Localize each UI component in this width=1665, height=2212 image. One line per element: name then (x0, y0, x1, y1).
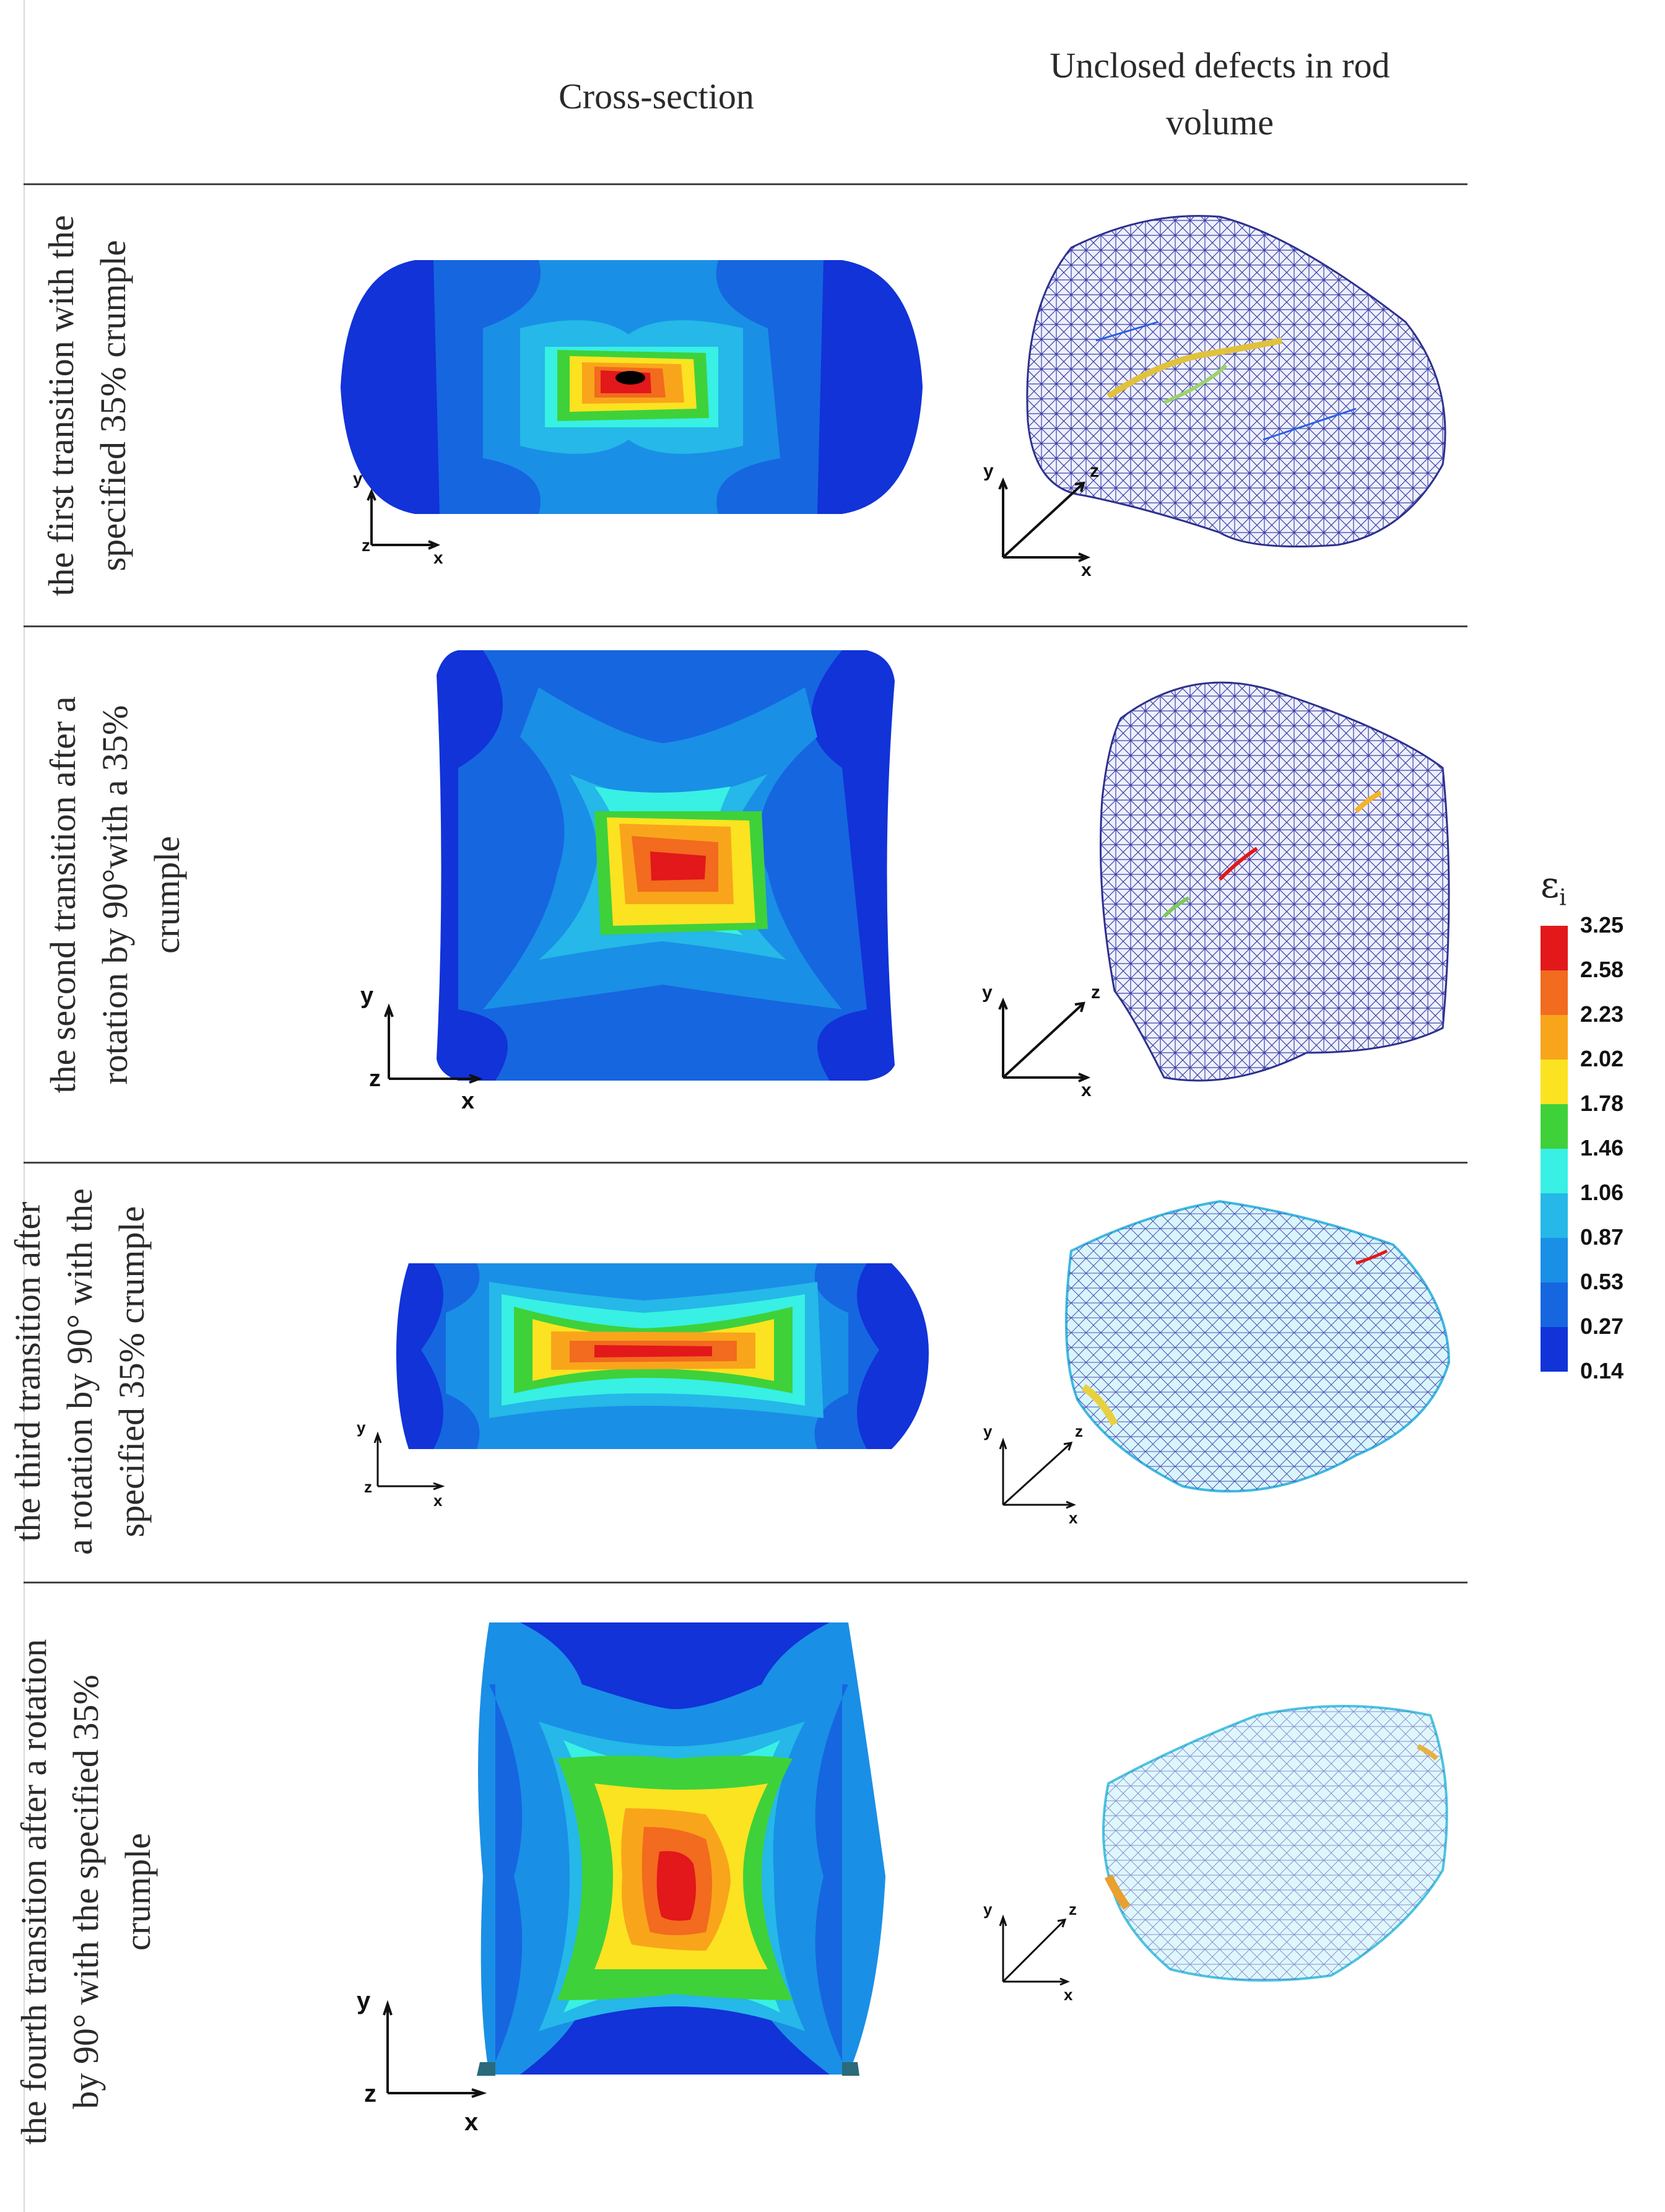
legend-swatch (1541, 1327, 1568, 1372)
defects-mesh-3: y z x (983, 1200, 1451, 1527)
axis-y-4b: y (983, 1900, 993, 1918)
header-cross-section: Cross-section (559, 76, 754, 116)
axis-z-4: z (364, 2080, 376, 2107)
axis-z-3: z (364, 1478, 372, 1496)
cross-section-1: y z x (341, 260, 923, 567)
legend-value: 2.02 (1580, 1046, 1624, 1071)
axis-x-3b: x (1069, 1509, 1078, 1527)
axis-y-2b: y (982, 982, 993, 1003)
legend-swatch (1541, 1238, 1568, 1282)
legend-value: 1.78 (1580, 1091, 1624, 1116)
legend-value: 2.58 (1580, 957, 1624, 982)
legend-value: 2.23 (1580, 1001, 1624, 1027)
legend-value: 1.06 (1580, 1180, 1624, 1205)
axis-x-1b: x (1081, 560, 1092, 580)
axis-z-4b: z (1069, 1900, 1077, 1918)
axis-z-1b: z (1090, 461, 1099, 481)
axis-y-1: y (353, 469, 363, 488)
cross-section-4: y z x (357, 1622, 885, 2136)
axis-z-2b: z (1091, 982, 1100, 1003)
axis-y-2: y (360, 983, 373, 1009)
axis-z-2: z (369, 1066, 381, 1092)
legend-swatch (1541, 970, 1568, 1015)
axis-x-1: x (433, 548, 443, 567)
defects-mesh-1: y z x (983, 215, 1446, 580)
left-border (24, 0, 25, 2212)
legend-value: 0.87 (1580, 1224, 1624, 1250)
legend-value: 1.46 (1580, 1135, 1624, 1160)
legend-value: 0.53 (1580, 1269, 1624, 1294)
row-label-4: the fourth transition after a rotation b… (14, 1639, 158, 2145)
legend-swatch (1541, 1015, 1568, 1060)
axis-x-4b: x (1064, 1985, 1073, 2004)
defects-mesh-4: y z x (983, 1705, 1448, 2004)
header-defects: Unclosed defects in rod volume (1050, 45, 1390, 142)
divider-1 (24, 183, 1467, 185)
axis-y-3b: y (983, 1422, 993, 1440)
cross-section-2: y z x (360, 650, 895, 1114)
cross-section-3: y z x (357, 1263, 929, 1510)
row-label-1: the first transition with the specified … (41, 215, 133, 596)
axis-y-1b: y (983, 461, 994, 481)
legend-value: 0.14 (1580, 1358, 1624, 1383)
legend-swatch (1541, 1193, 1568, 1238)
axis-x-2: x (461, 1088, 474, 1114)
divider-2 (24, 625, 1467, 627)
legend-title: εi (1541, 864, 1567, 911)
divider-4 (24, 1582, 1467, 1583)
row-label-2: the second transition after a rotation b… (43, 696, 187, 1094)
axis-y-4: y (357, 1987, 371, 2014)
axis-x-3: x (433, 1491, 443, 1510)
axis-y-3: y (357, 1418, 366, 1437)
defects-mesh-2: y z x (982, 681, 1450, 1100)
legend-swatch (1541, 1104, 1568, 1149)
divider-3 (24, 1162, 1467, 1164)
legend-swatch (1541, 1060, 1568, 1104)
row-label-3: the third transition after a rotation by… (7, 1188, 152, 1555)
axis-x-2b: x (1081, 1080, 1092, 1100)
axis-z-3b: z (1075, 1422, 1083, 1440)
legend-value: 0.27 (1580, 1313, 1624, 1339)
legend-colorbar (1541, 926, 1568, 1372)
legend-swatch (1541, 1282, 1568, 1327)
axis-x-4: x (464, 2109, 478, 2136)
strain-legend: εi 3.25 2.58 2.23 2.02 1.78 1.46 1.06 0.87 0.53 0… (1523, 864, 1665, 1396)
axis-z-1: z (362, 536, 370, 555)
legend-swatch (1541, 1149, 1568, 1193)
legend-swatch (1541, 926, 1568, 970)
legend-value: 3.25 (1580, 912, 1624, 938)
